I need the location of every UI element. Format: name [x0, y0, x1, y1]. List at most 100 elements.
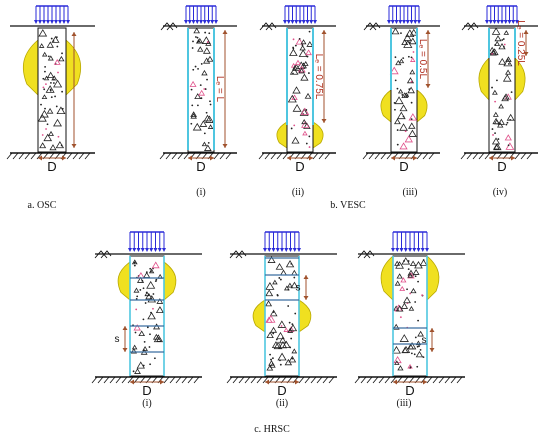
load-arrow-head: [492, 20, 497, 24]
aggregate-triangle: [391, 345, 401, 354]
aggregate-triangle: [394, 118, 401, 125]
aggregate-dot: [492, 134, 494, 136]
load-arrow-head: [288, 248, 293, 252]
aggregate-dot: [61, 52, 63, 55]
aggregate-triangle: [51, 35, 60, 43]
caption-hrsc: c. HRSC: [254, 424, 290, 435]
aggregate-dot: [152, 293, 155, 295]
load-arrow-head: [399, 248, 404, 252]
aggregate-dot: [209, 103, 212, 106]
aggregate-dot: [197, 67, 199, 70]
aggregate-dot: [47, 55, 50, 58]
aggregate-dot: [44, 70, 46, 73]
load-arrow-head: [162, 248, 166, 252]
aggregate-dot: [61, 90, 64, 93]
load-arrow-head: [395, 248, 400, 252]
spacing-label: s: [422, 335, 427, 346]
aggregate-dot: [292, 46, 295, 49]
ground-hatch: [36, 152, 43, 160]
ground-hatch: [187, 376, 194, 384]
load-arrow-head: [390, 20, 395, 24]
aggregate-dot: [399, 316, 402, 319]
aggregate-dot: [197, 104, 199, 107]
aggregate-triangle: [46, 107, 54, 114]
aggregate-triangle: [398, 58, 405, 64]
stone-column-body: [286, 27, 314, 153]
aggregate-dot: [41, 134, 44, 136]
aggregate-dot: [200, 97, 203, 100]
aggregate-dot: [306, 55, 309, 58]
aggregate-triangle: [206, 55, 214, 62]
aggregate-dot: [149, 267, 152, 270]
ground-hatch: [256, 376, 263, 384]
aggregate-dot: [308, 30, 311, 33]
ground-hatch: [372, 376, 379, 384]
panel-vesc-iii: D Lₑ = 0.5L: [362, 5, 440, 174]
ground-hatch: [316, 376, 323, 384]
aggregate-dot: [507, 144, 510, 147]
aggregate-triangle: [265, 281, 275, 290]
stone-column-body: [37, 27, 67, 153]
aggregate-triangle: [505, 142, 515, 150]
ground-surface-mark: [94, 250, 112, 259]
aggregate-dot: [278, 277, 281, 279]
aggregate-triangle: [498, 103, 504, 109]
aggregate-triangle: [392, 323, 400, 330]
aggregate-triangle: [133, 324, 141, 331]
diameter-label: D: [142, 383, 151, 398]
bulge-left: [252, 299, 266, 333]
aggregate-triangle: [410, 57, 416, 62]
aggregate-dot: [402, 57, 405, 60]
aggregate-dot: [44, 65, 46, 68]
aggregate-triangle: [201, 69, 208, 76]
aggregate-dot: [192, 68, 195, 71]
aggregate-dot: [501, 39, 504, 41]
aggregate-triangle: [192, 122, 202, 131]
load-arrow-head: [403, 248, 408, 252]
aggregate-dot: [404, 130, 407, 133]
aggregate-triangle: [303, 122, 311, 129]
aggregate-triangle: [193, 27, 201, 34]
ground-hatch: [384, 376, 391, 384]
aggregate-triangle: [412, 268, 420, 275]
aggregate-triangle: [287, 94, 297, 103]
aggregate-dot: [291, 323, 294, 326]
bulge-right: [312, 121, 324, 149]
aggregate-dot: [204, 88, 207, 90]
aggregate-triangle: [53, 58, 61, 65]
load-arrow-head: [488, 20, 493, 24]
aggregate-triangle: [297, 65, 306, 73]
aggregate-dot: [146, 326, 149, 329]
aggregate-dot: [191, 104, 194, 107]
panel-vesc-i: D Lₑ = L: [159, 5, 237, 174]
ground-hatch: [72, 152, 79, 160]
ground-hatch: [360, 376, 367, 384]
caption-vesc-i: (i): [196, 187, 206, 198]
aggregate-dot: [136, 295, 139, 298]
ground-hatch: [66, 152, 73, 160]
aggregate-triangle: [198, 89, 206, 96]
load-arrow-head: [38, 20, 42, 24]
load-arrow-head: [149, 248, 154, 252]
aggregate-dot: [494, 100, 497, 103]
aggregate-triangle: [290, 62, 297, 68]
bulge-left: [276, 121, 288, 149]
aggregate-triangle: [414, 261, 423, 269]
aggregate-triangle: [494, 40, 501, 46]
aggregate-dot: [293, 124, 296, 127]
aggregate-triangle: [273, 341, 283, 350]
aggregate-dot: [308, 135, 311, 138]
ground-surface-mark: [363, 22, 381, 31]
aggregate-triangle: [275, 262, 284, 270]
aggregate-triangle: [134, 368, 141, 374]
aggregate-dot: [305, 109, 308, 111]
ground-hatch: [91, 376, 98, 384]
load-arrow-head: [66, 20, 70, 24]
aggregate-triangle: [305, 49, 312, 56]
aggregate-dot: [301, 44, 304, 47]
aggregate-triangle: [406, 77, 415, 84]
aggregate-triangle: [282, 340, 291, 348]
diameter-label: D: [399, 159, 408, 174]
aggregate-dot: [417, 319, 419, 322]
aggregate-dot: [292, 72, 294, 75]
